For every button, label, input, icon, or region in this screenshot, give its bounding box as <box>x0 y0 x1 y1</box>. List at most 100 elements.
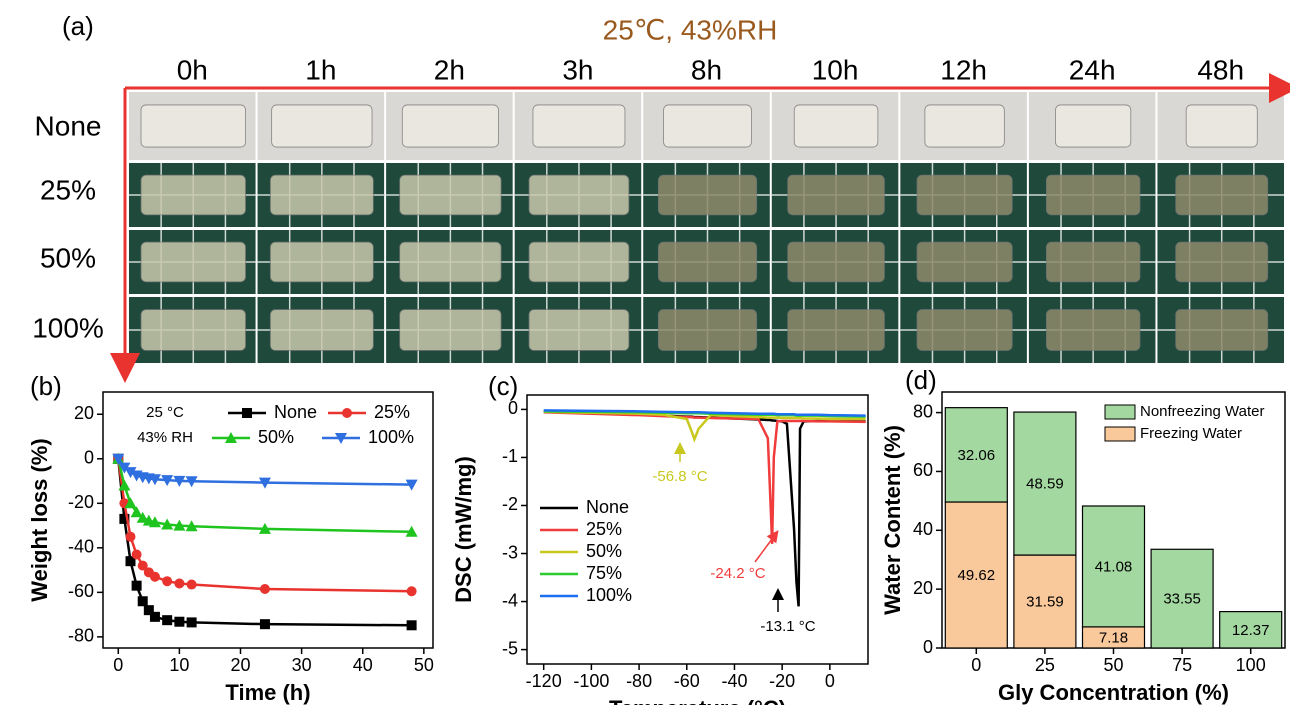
data-label: 31.59 <box>1026 593 1064 610</box>
hydrogel-sample <box>916 309 1013 351</box>
annotation: -13.1 °C <box>760 618 815 635</box>
data-label: 12.37 <box>1232 622 1270 639</box>
legend-label: Freezing Water <box>1140 425 1242 442</box>
x-tick-label: 40 <box>353 655 373 675</box>
legend-label: None <box>274 402 317 422</box>
hydrogel-sample <box>787 174 885 216</box>
column-header: 2h <box>434 54 465 85</box>
hydrogel-sample <box>657 309 758 351</box>
legend-label: 25% <box>586 519 622 539</box>
legend-label: 25% <box>374 402 410 422</box>
y-axis-label: Water Content (%) <box>880 425 905 615</box>
series-line <box>117 458 412 534</box>
bar-segment <box>1081 505 1146 628</box>
marker <box>186 579 197 590</box>
y-tick-label: -1 <box>502 446 518 466</box>
marker <box>173 519 186 531</box>
hydrogel-sample <box>1045 174 1141 216</box>
bar-segment <box>1219 611 1283 649</box>
marker <box>173 475 186 487</box>
hydrogel-sample <box>528 309 630 351</box>
x-tick-label: 0 <box>971 655 981 675</box>
hydrogel-sample <box>140 174 246 216</box>
plot-frame <box>102 391 434 649</box>
hydrogel-sample <box>924 104 1005 148</box>
marker <box>174 578 185 589</box>
column-header: 12h <box>940 54 987 85</box>
marker <box>119 513 130 524</box>
y-tick-label: -2 <box>502 494 518 514</box>
marker <box>405 525 418 537</box>
marker <box>225 432 237 443</box>
x-tick-label: -40 <box>721 671 747 691</box>
panel-label: (a) <box>62 11 94 41</box>
y-tick-label: 80 <box>913 401 933 421</box>
marker <box>405 479 418 491</box>
marker <box>136 511 149 523</box>
x-tick-label: 10 <box>169 655 189 675</box>
annotation: 25 °C <box>146 404 184 421</box>
hydrogel-sample <box>399 309 502 351</box>
hydrogel-sample <box>787 309 885 351</box>
marker <box>137 560 148 571</box>
marker <box>161 475 174 487</box>
hydrogel-sample <box>269 174 374 216</box>
data-label: 32.06 <box>958 447 996 464</box>
hydrogel-sample <box>1175 309 1269 351</box>
y-tick-label: 20 <box>74 403 94 423</box>
legend-label: None <box>586 497 629 517</box>
hydrogel-sample <box>140 104 246 148</box>
hydrogel-sample <box>401 104 499 148</box>
x-tick-label: 25 <box>1035 655 1055 675</box>
hydrogel-sample <box>1185 104 1258 148</box>
marker <box>124 467 137 479</box>
column-header: 3h <box>562 54 593 85</box>
legend-label: Nonfreezing Water <box>1140 403 1265 420</box>
row-header: 100% <box>32 312 104 343</box>
x-tick-label: 30 <box>292 655 312 675</box>
x-tick-label: 50 <box>414 655 434 675</box>
marker <box>125 531 136 542</box>
y-tick-label: -4 <box>502 590 518 610</box>
annotation-arrow <box>754 530 779 563</box>
y-axis-label: Weight loss (%) <box>27 438 52 601</box>
legend-label: 75% <box>586 563 622 583</box>
marker <box>162 615 173 626</box>
marker <box>143 605 154 616</box>
hydrogel-sample <box>528 241 630 283</box>
y-axis-label: DSC (mW/mg) <box>451 456 476 603</box>
bar-segment <box>1013 411 1077 556</box>
hydrogel-sample <box>140 241 246 283</box>
hydrogel-sample <box>787 241 885 283</box>
marker <box>161 518 174 530</box>
marker <box>258 522 271 534</box>
data-label: 49.62 <box>958 567 996 584</box>
row-header: 50% <box>40 242 96 273</box>
hydrogel-sample <box>399 174 502 216</box>
marker <box>118 479 131 491</box>
row-header: 25% <box>40 174 96 205</box>
y-tick-label: 60 <box>913 460 933 480</box>
bar-segment <box>944 501 1008 649</box>
hydrogel-sample <box>532 104 626 148</box>
data-label: 7.18 <box>1099 629 1128 646</box>
y-tick-label: -20 <box>68 492 94 512</box>
hydrogel-sample <box>793 104 879 148</box>
column-header: 10h <box>812 54 859 85</box>
annotation: -56.8 °C <box>652 468 707 485</box>
y-tick-label: -60 <box>68 581 94 601</box>
marker <box>125 556 136 567</box>
marker <box>131 549 142 560</box>
data-label: 48.59 <box>1026 476 1064 493</box>
hydrogel-sample <box>269 241 374 283</box>
marker <box>124 497 137 509</box>
y-tick-label: -5 <box>502 638 518 658</box>
y-tick-label: 0 <box>508 398 518 418</box>
column-header: 0h <box>177 54 208 85</box>
x-axis-label: Gly Concentration (%) <box>998 680 1229 705</box>
hydrogel-sample <box>916 241 1013 283</box>
hydrogel-sample <box>1045 309 1141 351</box>
column-header: 24h <box>1069 54 1116 85</box>
panel-label: (c) <box>488 371 518 401</box>
series-line <box>543 409 866 417</box>
